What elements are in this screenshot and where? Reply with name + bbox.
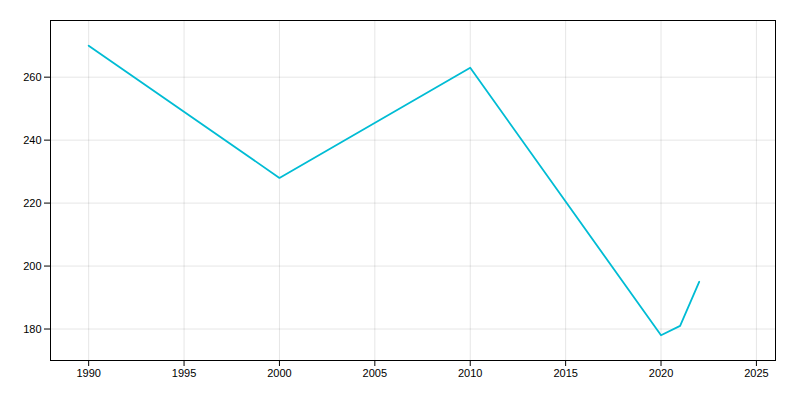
svg-text:200: 200 bbox=[23, 260, 41, 272]
svg-text:180: 180 bbox=[23, 323, 41, 335]
svg-text:2010: 2010 bbox=[458, 367, 482, 379]
svg-text:2005: 2005 bbox=[363, 367, 387, 379]
svg-text:1995: 1995 bbox=[172, 367, 196, 379]
svg-text:2015: 2015 bbox=[553, 367, 577, 379]
svg-text:2025: 2025 bbox=[744, 367, 768, 379]
svg-text:260: 260 bbox=[23, 71, 41, 83]
svg-text:240: 240 bbox=[23, 134, 41, 146]
svg-text:2000: 2000 bbox=[267, 367, 291, 379]
svg-text:2020: 2020 bbox=[649, 367, 673, 379]
svg-text:220: 220 bbox=[23, 197, 41, 209]
svg-text:1990: 1990 bbox=[76, 367, 100, 379]
